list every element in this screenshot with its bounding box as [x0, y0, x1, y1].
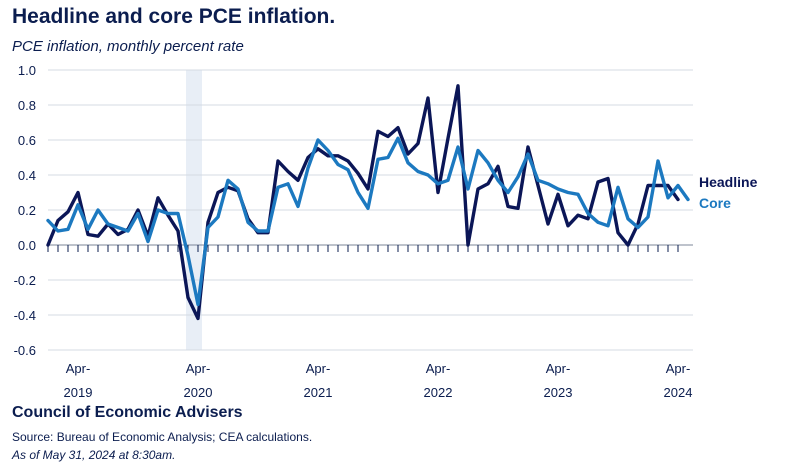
- x-tick-label: Apr-: [666, 361, 691, 376]
- headline-series-line: [46, 84, 680, 321]
- x-tick-label: Apr-: [306, 361, 331, 376]
- x-tick-label: Apr-: [186, 361, 211, 376]
- y-tick-label: -0.2: [14, 273, 36, 288]
- x-tick-label: 2022: [424, 385, 453, 400]
- y-tick-label: 0.6: [18, 133, 36, 148]
- chart-title: Headline and core PCE inflation.: [12, 5, 336, 28]
- footer-source: Source: Bureau of Economic Analysis; CEA…: [12, 430, 313, 444]
- y-tick-label: -0.6: [14, 343, 36, 358]
- legend-layer: Headline Core: [699, 174, 758, 211]
- legend-headline: Headline: [699, 174, 758, 190]
- chart-subtitle: PCE inflation, monthly percent rate: [12, 38, 244, 55]
- y-tick-label: 0.4: [18, 168, 36, 183]
- footer-organization: Council of Economic Advisers: [12, 404, 243, 421]
- x-tick-label: 2024: [664, 385, 693, 400]
- y-tick-label: 1.0: [18, 63, 36, 78]
- x-axis-layer: Apr- 2019 Apr- 2020 Apr- 2021 Apr- 2022 Apr- 2023…: [47, 245, 693, 400]
- y-axis-layer: 1.0 0.8 0.6 0.4 0.2 0.0 -0.2 -0.4 -0.6: [14, 63, 36, 358]
- line-chart: 1.00.80.60.40.20.0-0.2-0.4-0.6 Apr-2019A…: [14, 63, 758, 400]
- y-tick-label: -0.4: [14, 308, 36, 323]
- legend-core: Core: [699, 195, 731, 211]
- y-tick-label: 0.8: [18, 98, 36, 113]
- y-tick-label: 0.0: [18, 238, 36, 253]
- x-tick-label: Apr-: [426, 361, 451, 376]
- series-layer: [46, 84, 690, 321]
- x-tick-label: Apr-: [546, 361, 571, 376]
- x-tick-label: 2021: [304, 385, 333, 400]
- x-tick-label: 2019: [64, 385, 93, 400]
- x-tick-label: Apr-: [66, 361, 91, 376]
- x-tick-label: 2020: [184, 385, 213, 400]
- grid-layer: [48, 69, 693, 351]
- x-tick-label: 2023: [544, 385, 573, 400]
- footer-as-of-date: As of May 31, 2024 at 8:30am.: [12, 448, 176, 462]
- y-tick-label: 0.2: [18, 203, 36, 218]
- core-series-line: [46, 136, 690, 307]
